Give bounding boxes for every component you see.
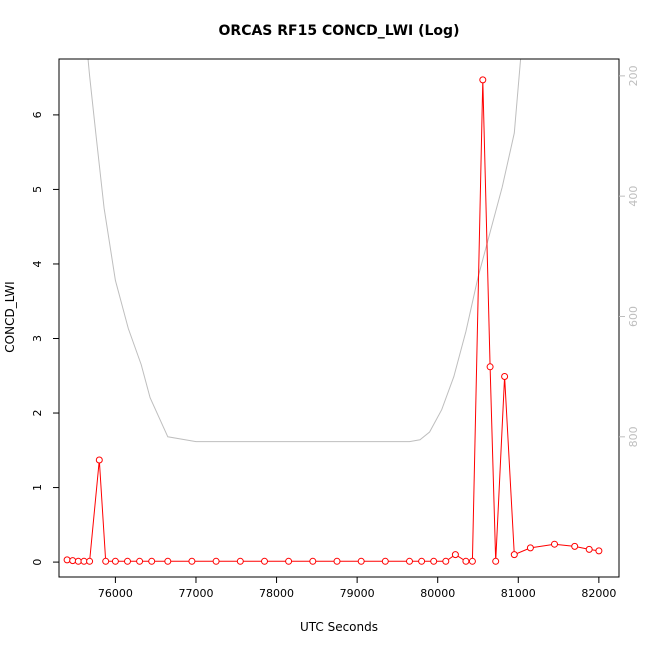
concd-lwi-point [285,557,293,565]
concd-lwi-point [164,557,172,565]
x-tick-label: 82000 [581,587,616,600]
concd-lwi-point [430,557,438,565]
concd-lwi-point [526,544,534,552]
y-tick-label: 1 [31,484,44,491]
concd-lwi-point [486,363,494,371]
concd-lwi-point [571,542,579,550]
y2-tick-label: 400 [627,186,640,207]
y-tick-label: 4 [31,260,44,267]
concd-lwi-point [418,557,426,565]
y-tick-label: 6 [31,111,44,118]
x-tick-label: 81000 [501,587,536,600]
concd-lwi-point [492,557,500,565]
concd-lwi-point [551,540,558,548]
concd-lwi-point [585,545,593,553]
concd-lwi-point [333,557,341,565]
concd-lwi-point [111,557,119,565]
x-tick-label: 80000 [420,587,455,600]
secondary-series-line [87,59,522,443]
plot-frame [58,58,620,578]
concd-lwi-point [69,557,77,565]
y-tick-label: 5 [31,186,44,193]
y2-tick-label: 200 [627,65,640,86]
x-tick-label: 77000 [178,587,213,600]
y2-tick-label: 800 [627,426,640,447]
chart-title: ORCAS RF15 CONCD_LWI (Log) [219,23,460,39]
secondary-series-layer [87,59,522,443]
concd-lwi-point [501,373,509,380]
concd-lwi-point [309,557,317,565]
concd-lwi-point [442,557,450,565]
x-axis-title: UTC Seconds [300,620,378,634]
concd-lwi-point [357,557,365,565]
concd-lwi-point [510,551,518,559]
concd-lwi-point [381,557,389,565]
concd-lwi-point [595,547,603,555]
concd-lwi-point [212,557,220,565]
concd-lwi-point [74,557,82,565]
y2-tick-label: 600 [627,306,640,327]
y-tick-label: 0 [31,559,44,566]
x-tick-label: 78000 [259,587,294,600]
concd-lwi-point [95,456,103,464]
y-axis-title: CONCD_LWI [3,281,17,352]
concd-lwi-point [468,557,476,565]
concd-lwi-point [261,557,268,565]
secondary-y-axis: 200 400 600 800 [619,65,640,447]
concd-lwi-point [148,557,156,565]
concd-lwi-point [124,557,131,565]
concd-lwi-point [479,76,487,84]
y-axis: 0 1 2 3 4 5 6 [31,111,59,566]
concd-lwi-point [63,556,71,564]
concd-lwi-point [406,557,413,565]
concd-lwi-line [67,79,599,562]
y-tick-label: 2 [31,410,44,417]
concd-lwi-point [86,557,94,565]
concd-lwi-point [136,557,144,565]
x-tick-label: 79000 [340,587,375,600]
x-tick-label: 76000 [98,587,133,600]
y-tick-label: 3 [31,335,44,342]
concd-lwi-series-layer [63,76,603,565]
concd-lwi-point [188,557,196,565]
x-axis: 76000 77000 78000 79000 80000 81000 82000 [98,577,616,600]
concd-lwi-point [102,557,110,565]
concd-lwi-point [236,557,244,565]
concd-lwi-point [451,551,459,559]
concd-lwi-point [462,557,470,565]
